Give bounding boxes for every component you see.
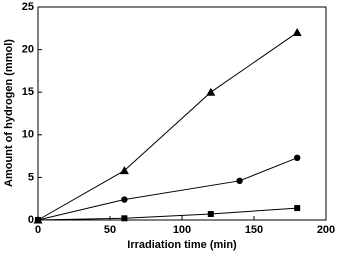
- data-point: [206, 87, 216, 96]
- data-point: [121, 215, 128, 222]
- data-point: [294, 154, 301, 162]
- y-tick-label: 20: [22, 44, 34, 56]
- data-point: [121, 196, 128, 203]
- data-point: [236, 177, 243, 185]
- x-axis-label: Irradiation time (min): [127, 239, 237, 251]
- y-tick-label: 0: [28, 214, 34, 226]
- x-tick-label: 0: [35, 224, 41, 236]
- y-tick-label: 15: [22, 86, 34, 98]
- series-line: [37, 157, 298, 221]
- series-line: [37, 207, 298, 221]
- data-point: [207, 211, 214, 218]
- y-tick-label: 10: [22, 129, 34, 141]
- data-point: [119, 166, 129, 175]
- data-point: [294, 205, 301, 212]
- y-tick-label: 5: [28, 171, 34, 183]
- x-tick-label: 100: [173, 224, 191, 236]
- y-tick-label: 25: [22, 1, 34, 13]
- series-line: [37, 32, 298, 221]
- x-tick-label: 150: [245, 224, 263, 236]
- data-point: [292, 28, 302, 37]
- plot-frame: [37, 6, 327, 221]
- data-point: [35, 217, 41, 223]
- x-tick-label: 200: [317, 224, 335, 236]
- y-axis-label: Amount of hydrogen (mmol): [3, 39, 15, 187]
- x-tick-label: 50: [104, 224, 116, 236]
